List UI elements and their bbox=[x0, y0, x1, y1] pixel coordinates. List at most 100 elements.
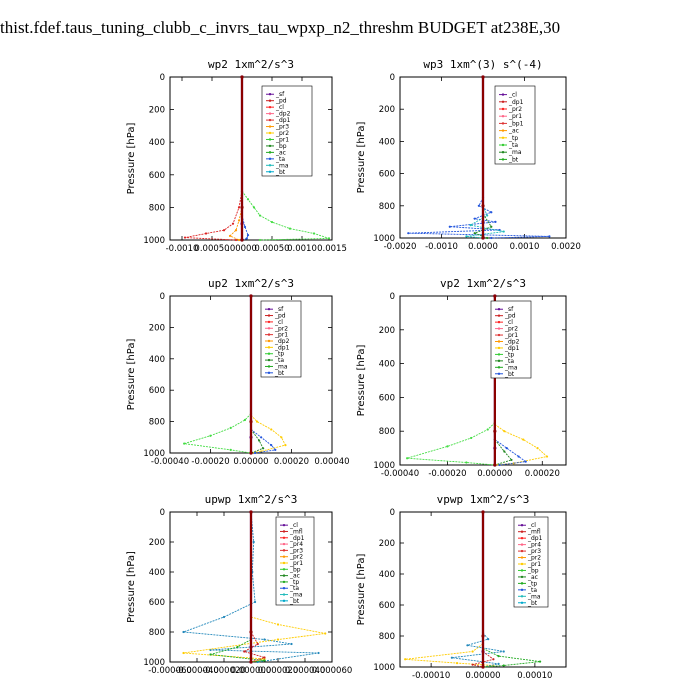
y-tick-label: 1000 bbox=[373, 234, 395, 244]
series-line-tp bbox=[494, 439, 527, 466]
legend-marker bbox=[267, 333, 271, 336]
data-point bbox=[256, 642, 259, 646]
y-axis-label: Pressure [hPa] bbox=[126, 123, 137, 195]
legend-marker bbox=[501, 122, 505, 125]
data-point bbox=[246, 198, 250, 201]
series-line-tp bbox=[451, 632, 504, 668]
legend-entry: _dp1 bbox=[289, 535, 305, 542]
y-axis-label: Pressure [hPa] bbox=[126, 551, 137, 623]
y-tick-label: 0 bbox=[390, 292, 395, 302]
legend-marker bbox=[497, 359, 501, 363]
series-line-ta bbox=[241, 215, 249, 241]
x-tick-label: 0.0020 bbox=[551, 242, 581, 252]
legend-marker bbox=[267, 327, 271, 330]
data-point bbox=[517, 455, 520, 458]
legend-marker bbox=[520, 543, 524, 546]
legend-entry: _bp bbox=[527, 567, 539, 574]
legend: _sf_pd_cl_dp2_dp1_pr3_pr2_pr1_bp_ac_ta_m… bbox=[261, 85, 313, 177]
legend-entry: _ac bbox=[527, 574, 538, 581]
legend-entry: _pd bbox=[274, 313, 286, 320]
data-point bbox=[481, 236, 485, 240]
legend-entry: _ma bbox=[504, 364, 518, 371]
legend-entry: _pr3 bbox=[527, 548, 541, 555]
x-tick-label: 0.00010 bbox=[517, 671, 552, 681]
data-point bbox=[262, 447, 265, 450]
y-tick-label: 800 bbox=[379, 202, 395, 212]
legend-entry: _tp bbox=[274, 351, 284, 358]
chart-title: vpwp 1xm^2/s^3 bbox=[437, 493, 530, 506]
legend-marker bbox=[268, 93, 272, 96]
x-tick-label: -0.00020 bbox=[191, 457, 229, 467]
data-point bbox=[522, 438, 525, 441]
legend-entry: _dp1 bbox=[508, 99, 524, 106]
data-point bbox=[246, 234, 250, 237]
legend-marker bbox=[268, 138, 272, 141]
x-tick-label: 0.0010 bbox=[510, 242, 540, 252]
data-point bbox=[243, 650, 246, 653]
data-point bbox=[481, 75, 485, 79]
data-point bbox=[481, 204, 485, 208]
legend-entry: _pr1 bbox=[275, 136, 289, 143]
x-tick-label: 0.000020 bbox=[258, 666, 299, 676]
data-point bbox=[524, 460, 527, 463]
legend-entry: _cl bbox=[504, 319, 513, 326]
chart-title: up2 1xm^2/s^3 bbox=[208, 277, 294, 290]
legend-marker bbox=[282, 561, 286, 565]
legend-marker bbox=[282, 593, 286, 596]
legend-marker bbox=[497, 372, 501, 375]
y-tick-label: 400 bbox=[149, 138, 165, 148]
data-point bbox=[473, 232, 476, 235]
data-point bbox=[503, 450, 506, 453]
data-point bbox=[406, 457, 409, 460]
series-line-pr3 bbox=[229, 207, 243, 241]
legend-marker bbox=[520, 536, 524, 540]
data-point bbox=[481, 510, 485, 514]
data-point bbox=[538, 660, 542, 663]
data-point bbox=[490, 211, 493, 214]
legend-entry: _ta bbox=[289, 585, 299, 592]
y-tick-label: 0 bbox=[390, 73, 395, 83]
y-tick-label: 800 bbox=[149, 628, 165, 638]
legend-entry: _cl bbox=[274, 319, 283, 326]
data-point bbox=[493, 463, 497, 467]
legend-marker bbox=[268, 144, 272, 148]
data-point bbox=[470, 436, 473, 440]
data-point bbox=[240, 205, 244, 209]
data-point bbox=[490, 236, 493, 240]
series-line-pr1 bbox=[241, 190, 330, 241]
chart-title: wp3 1xm^(3) s^(-4) bbox=[423, 58, 542, 71]
data-point bbox=[243, 418, 247, 422]
data-point bbox=[324, 632, 327, 635]
series-line-pr1 bbox=[184, 413, 252, 454]
page-title: thist.fdef.taus_tuning_clubb_c_invrs_tau… bbox=[0, 18, 561, 37]
x-tick-label: 0.00000 bbox=[477, 469, 512, 479]
x-tick-label: -0.0010 bbox=[166, 244, 199, 254]
legend-entry: _pr4 bbox=[289, 541, 303, 548]
x-tick-label: 0.00020 bbox=[525, 469, 560, 479]
data-point bbox=[505, 447, 508, 450]
x-tick-label: 0.00050 bbox=[194, 244, 229, 254]
data-point bbox=[486, 214, 489, 217]
legend-marker bbox=[520, 524, 524, 527]
legend-marker bbox=[520, 595, 524, 598]
legend-entry: _pr1 bbox=[289, 560, 303, 567]
y-tick-label: 800 bbox=[149, 418, 165, 428]
legend-entry: _bt bbox=[275, 169, 286, 176]
y-tick-label: 0 bbox=[160, 292, 165, 302]
data-point bbox=[222, 229, 226, 232]
data-point bbox=[249, 630, 253, 634]
legend-marker bbox=[267, 307, 271, 311]
legend-marker bbox=[497, 366, 501, 369]
legend-marker bbox=[268, 105, 272, 109]
series-line-tp bbox=[250, 429, 277, 454]
y-tick-label: 1000 bbox=[373, 461, 395, 471]
legend-entry: _ac bbox=[289, 573, 300, 580]
legend-marker bbox=[267, 346, 271, 349]
legend-entry: _sf bbox=[274, 306, 284, 313]
data-point bbox=[253, 600, 257, 604]
data-point bbox=[237, 238, 241, 242]
legend-marker bbox=[520, 556, 524, 559]
x-tick-label: -0.0020 bbox=[384, 242, 417, 252]
x-tick-label: -0.000020 bbox=[202, 666, 246, 676]
data-point bbox=[237, 219, 241, 222]
